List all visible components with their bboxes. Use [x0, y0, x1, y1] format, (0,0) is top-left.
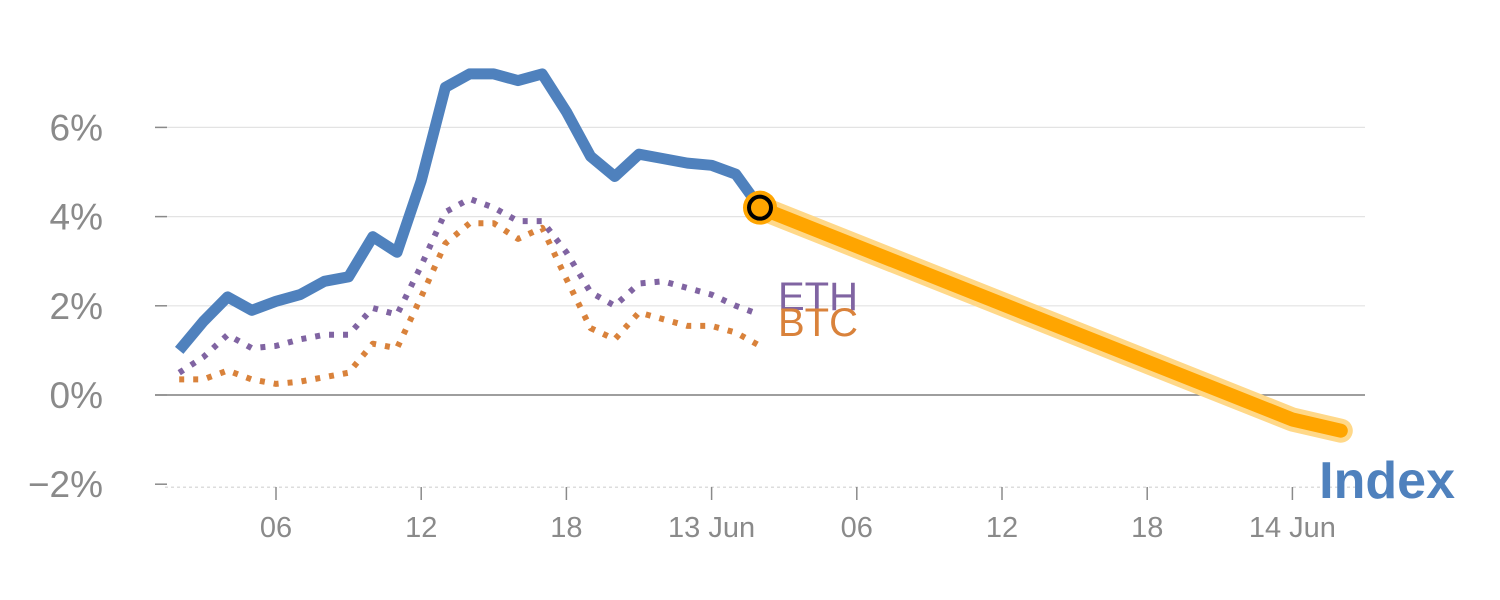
x-tick-label: 14 Jun	[1249, 512, 1336, 544]
y-tick-label: 4%	[50, 197, 103, 238]
y-tick-label: 2%	[50, 286, 103, 327]
series-line-index	[174, 68, 765, 354]
axes: −2% 0% 2% 4% 6% 06 12 18 13 Jun 06 12 18 14 Jun	[28, 107, 1336, 544]
highlight-line	[753, 200, 1348, 438]
series	[174, 68, 1353, 443]
y-tick-label: 0%	[50, 375, 103, 416]
x-tick-label: 06	[260, 512, 292, 544]
y-tick-label: −2%	[28, 464, 103, 505]
y-tick-label: 6%	[50, 107, 103, 148]
series-line-eth	[177, 195, 762, 376]
labels: ETH BTC Index	[778, 275, 1455, 510]
series-line-btc	[179, 220, 762, 387]
x-tick-label: 12	[405, 512, 437, 544]
marker-point	[747, 194, 773, 221]
x-tick-label: 18	[1131, 512, 1163, 544]
gridlines	[155, 126, 1365, 488]
series-label-btc: BTC	[778, 301, 858, 345]
series-label-eth: ETH	[778, 275, 858, 319]
x-tick-label: 18	[550, 512, 582, 544]
series-label-index: Index	[1319, 452, 1455, 510]
x-tick-label: 12	[986, 512, 1018, 544]
x-tick-label: 06	[841, 512, 873, 544]
x-tick-label: 13 Jun	[668, 512, 755, 544]
